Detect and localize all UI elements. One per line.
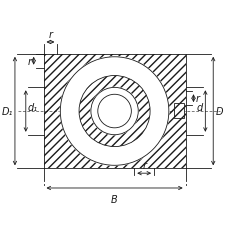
Bar <box>43 55 185 169</box>
Text: r: r <box>48 30 52 40</box>
Bar <box>173 104 183 118</box>
Text: r: r <box>142 161 146 170</box>
Text: d: d <box>195 103 202 113</box>
Bar <box>43 55 185 169</box>
Text: D₁: D₁ <box>2 106 13 117</box>
Circle shape <box>97 95 131 128</box>
Text: D: D <box>215 106 223 117</box>
Text: B: B <box>111 194 117 204</box>
Circle shape <box>90 88 138 135</box>
Text: r: r <box>27 57 32 66</box>
Circle shape <box>60 57 168 166</box>
Text: d₁: d₁ <box>28 103 38 113</box>
Text: r: r <box>195 94 199 104</box>
